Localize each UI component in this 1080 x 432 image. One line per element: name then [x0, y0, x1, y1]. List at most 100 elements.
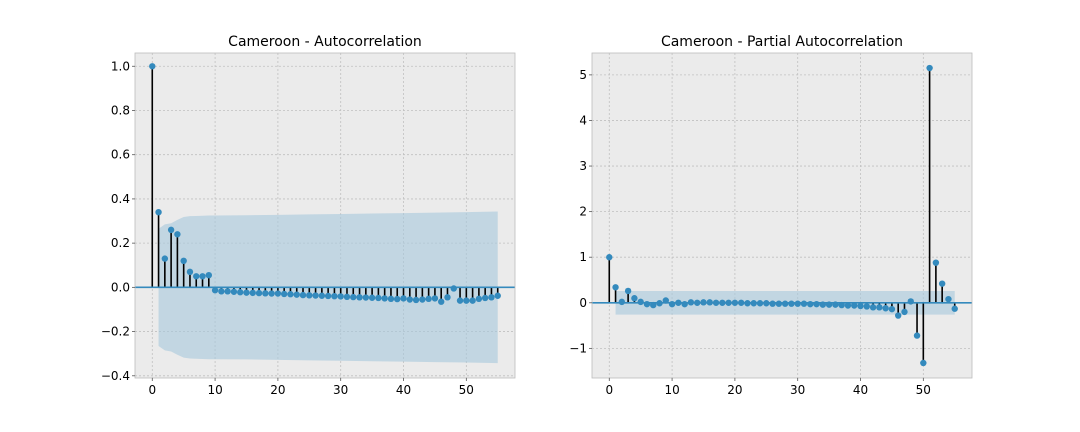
acf-xtick-label-1: 10: [207, 383, 222, 397]
pacf-point-25: [763, 300, 770, 307]
acf-ytick-label-2: 0.0: [111, 280, 130, 294]
acf-point-17: [255, 289, 263, 297]
pacf-xtick-label-0: 0: [605, 383, 613, 397]
acf-point-55: [494, 292, 501, 299]
acf-point-27: [318, 292, 326, 299]
acf-point-13: [230, 288, 238, 295]
acf-point-50: [463, 297, 470, 304]
pacf-point-22: [744, 300, 751, 307]
acf-point-24: [299, 291, 307, 299]
acf-xtick-label-0: 0: [148, 383, 156, 397]
pacf-point-39: [851, 302, 858, 309]
acf-ytick-label-0: −0.4: [101, 369, 130, 383]
acf-point-10: [211, 287, 219, 294]
acf-ytick-label-7: 1.0: [111, 59, 130, 73]
acf-point-41: [406, 296, 413, 303]
pacf-ytick-label-5: 4: [579, 113, 587, 127]
pacf-point-54: [945, 295, 952, 303]
acf-point-47: [444, 294, 451, 301]
acf-point-8: [199, 273, 206, 280]
pacf-point-42: [869, 304, 877, 311]
acf-point-36: [375, 294, 382, 302]
acf-point-42: [412, 296, 420, 304]
pacf-point-19: [725, 299, 732, 306]
acf-point-53: [481, 294, 489, 302]
pacf-point-52: [932, 259, 940, 266]
acf-point-29: [331, 292, 338, 300]
acf-point-7: [193, 273, 200, 280]
acf-point-16: [249, 289, 256, 297]
pacf-ytick-label-6: 5: [579, 68, 587, 82]
acf-point-39: [394, 295, 401, 303]
acf-point-20: [274, 290, 282, 297]
pacf-point-10: [668, 300, 676, 308]
pacf-xtick-label-2: 20: [727, 383, 742, 397]
acf-point-52: [475, 295, 483, 303]
pacf-ytick-label-0: −1: [569, 341, 587, 355]
pacf-point-55: [951, 305, 958, 312]
pacf-point-47: [901, 308, 908, 316]
acf-point-37: [381, 295, 388, 302]
acf-point-35: [368, 294, 376, 301]
pacf-point-7: [650, 301, 657, 309]
pacf-point-24: [756, 300, 764, 307]
acf-point-15: [243, 289, 250, 296]
acf-point-1: [155, 208, 162, 216]
acf-point-40: [400, 295, 407, 302]
pacf-point-44: [882, 305, 889, 312]
acf-point-12: [224, 288, 231, 295]
pacf-ytick-label-1: 0: [579, 296, 587, 310]
acf-point-44: [425, 295, 432, 303]
pacf-point-9: [662, 297, 670, 304]
acf-xtick-label-3: 30: [333, 383, 348, 397]
pacf-ytick-label-3: 2: [579, 205, 587, 219]
acf-xtick-label-4: 40: [396, 383, 411, 397]
pacf-point-4: [631, 295, 638, 302]
pacf-point-21: [737, 299, 745, 306]
pacf-point-37: [838, 301, 845, 309]
acf-point-5: [180, 257, 187, 265]
pacf-point-26: [769, 300, 776, 307]
acf-point-4: [174, 231, 181, 238]
pacf-point-18: [719, 299, 726, 306]
pacf-point-38: [844, 302, 852, 309]
acf-point-14: [237, 289, 244, 296]
acf-point-45: [431, 295, 439, 302]
pacf-point-32: [807, 300, 814, 308]
acf-point-48: [450, 285, 457, 292]
acf-point-22: [287, 291, 294, 298]
pacf-point-33: [813, 300, 820, 308]
pacf-point-14: [694, 299, 701, 306]
pacf-point-35: [825, 301, 833, 308]
pacf-point-23: [750, 300, 757, 307]
pacf-point-45: [888, 305, 896, 313]
pacf-point-30: [794, 300, 801, 307]
pacf-point-36: [832, 301, 839, 308]
acf-point-49: [456, 297, 464, 304]
acf-chart-title: Cameroon - Autocorrelation: [228, 34, 422, 50]
pacf-point-2: [618, 298, 626, 306]
acf-point-28: [324, 292, 332, 300]
pacf-point-49: [913, 332, 921, 339]
pacf-point-46: [894, 312, 902, 319]
acf-point-0: [149, 63, 156, 70]
pacf-point-8: [656, 300, 663, 307]
acf-xtick-label-2: 20: [270, 383, 285, 397]
pacf-point-12: [681, 300, 688, 308]
pacf-xtick-label-3: 30: [790, 383, 805, 397]
acf-point-26: [312, 292, 319, 299]
acf-point-23: [293, 291, 300, 298]
acf-point-32: [350, 293, 357, 301]
pacf-xtick-label-4: 40: [853, 383, 868, 397]
acf-point-31: [343, 293, 351, 301]
pacf-point-40: [857, 302, 864, 310]
acf-point-25: [306, 292, 313, 299]
acf-point-33: [356, 294, 363, 301]
pacf-point-28: [781, 300, 789, 307]
pacf-chart-title: Cameroon - Partial Autocorrelation: [661, 34, 903, 50]
pacf-point-11: [675, 299, 682, 306]
pacf-point-16: [706, 299, 713, 306]
acf-ytick-label-6: 0.8: [111, 103, 130, 117]
pacf-point-48: [907, 298, 914, 305]
